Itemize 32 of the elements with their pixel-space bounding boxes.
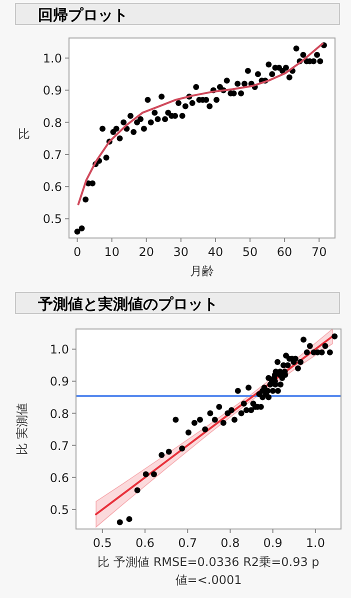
x-tick-label: 0.9	[263, 536, 282, 550]
x-tick-label: 30	[173, 245, 189, 259]
x-tick-label: 20	[138, 245, 154, 259]
chart-title: 回帰プロット	[15, 3, 340, 25]
y-axis-title: 比	[18, 127, 30, 141]
chart-title: 予測値と実測値のプロット	[15, 292, 340, 314]
y-tick-label: 0.7	[50, 438, 69, 453]
x-tick-label: 60	[276, 245, 292, 259]
y-tick-label: 0.5	[42, 212, 62, 226]
x-tick-label: 0.8	[220, 536, 240, 550]
x-tick-label: 0.6	[135, 536, 155, 550]
y-tick-label: 0.7	[42, 148, 62, 162]
x-tick-label: 0	[73, 245, 82, 259]
y-tick-label: 0.9	[50, 374, 69, 389]
x-tick-label: 1.0	[306, 536, 325, 550]
y-tick-label: 0.9	[42, 84, 62, 98]
x-tick-label: 10	[104, 245, 120, 259]
y-tick-label: 0.6	[42, 180, 62, 194]
y-tick-label: 1.0	[42, 52, 62, 66]
y-tick-label: 1.0	[50, 342, 69, 357]
y-tick-label: 0.5	[50, 502, 69, 517]
x-axis-title: 比 予測値 RMSE=0.0336 R2乗=0.93 p 値=<.0001	[96, 554, 320, 589]
y-tick-label: 0.8	[50, 406, 69, 421]
x-axis-title: 月齢	[189, 263, 215, 280]
y-tick-label: 0.6	[50, 470, 69, 485]
x-tick-label: 70	[311, 245, 327, 259]
x-tick-label: 40	[208, 245, 224, 259]
x-tick-label: 0.7	[178, 536, 198, 550]
y-axis-title: 比 実測値	[15, 403, 29, 455]
x-tick-label: 0.5	[92, 536, 112, 550]
y-tick-label: 0.8	[42, 116, 62, 130]
x-tick-label: 50	[242, 245, 258, 259]
